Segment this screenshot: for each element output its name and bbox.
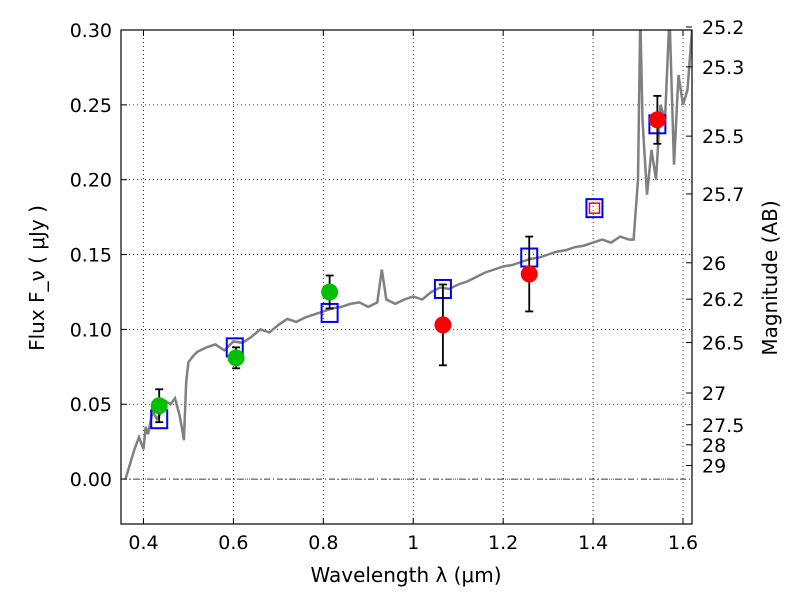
right-tick-label: 27.5 — [702, 415, 744, 437]
y-tick-label: 0.20 — [70, 170, 112, 192]
x-axis-label: Wavelength λ (μm) — [310, 563, 501, 587]
model-spectrum — [124, 30, 692, 480]
x-tick-label: 1.4 — [578, 532, 608, 554]
y-tick-label: 0.30 — [70, 20, 112, 42]
y-tick-label: 0.00 — [70, 469, 112, 491]
y-tick-label: 0.05 — [70, 394, 112, 416]
circle-marker — [648, 111, 666, 129]
square-marker — [585, 198, 604, 219]
grid-lines — [121, 29, 692, 524]
x-tick-label: 0.4 — [128, 532, 158, 554]
y-axis-label-left: Flux F_ν ( μJy ) — [25, 205, 49, 351]
axis-ticks: 0.4 0.6 0.8 1 1.2 1.4 1.6 0.00 0.05 0.10 0.15 0.20 0… — [70, 17, 745, 554]
y-tick-label: 0.15 — [70, 245, 112, 267]
circle-marker — [227, 349, 245, 367]
right-tick-label: 25.2 — [702, 17, 744, 39]
right-tick-label: 27 — [702, 383, 726, 405]
y-tick-label: 0.10 — [70, 319, 112, 341]
x-tick-label: 0.6 — [218, 532, 248, 554]
right-tick-label: 29 — [702, 455, 726, 477]
right-tick-label: 25.3 — [702, 57, 744, 79]
right-tick-label: 25.5 — [702, 126, 744, 148]
circle-marker — [434, 316, 452, 334]
x-tick-label: 0.8 — [308, 532, 338, 554]
axes-frame — [120, 29, 693, 525]
x-tick-label: 1 — [407, 532, 419, 554]
circle-marker — [150, 397, 168, 415]
model-spectrum-line — [124, 30, 692, 480]
x-tick-label: 1.2 — [488, 532, 518, 554]
circle-marker — [321, 283, 339, 301]
y-axis-label-right: Magnitude (AB) — [758, 200, 782, 355]
right-tick-label: 26 — [702, 253, 726, 275]
right-tick-label: 25.7 — [702, 184, 744, 206]
x-tick-label: 1.6 — [668, 532, 698, 554]
right-tick-label: 26.2 — [702, 289, 744, 311]
right-tick-label: 26.5 — [702, 333, 744, 355]
circle-marker — [520, 265, 538, 283]
red-inner-square — [588, 202, 601, 214]
y-tick-label: 0.25 — [70, 95, 112, 117]
plot-frame — [120, 29, 693, 525]
photometry-points — [150, 94, 667, 430]
right-tick-label: 28 — [702, 435, 726, 457]
